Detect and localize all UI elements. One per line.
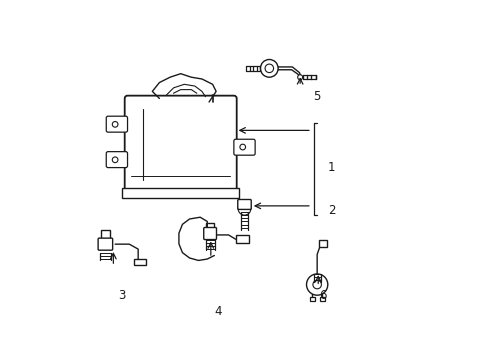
FancyBboxPatch shape: [124, 96, 236, 193]
Bar: [101, 230, 110, 240]
Bar: [320, 297, 325, 301]
FancyBboxPatch shape: [98, 238, 112, 250]
Text: 1: 1: [327, 161, 335, 174]
Circle shape: [112, 157, 118, 163]
Circle shape: [306, 274, 327, 295]
Circle shape: [260, 59, 278, 77]
Bar: [318, 239, 327, 247]
FancyBboxPatch shape: [237, 199, 251, 210]
FancyBboxPatch shape: [233, 139, 255, 155]
Text: 6: 6: [318, 289, 325, 302]
Circle shape: [297, 75, 302, 80]
FancyBboxPatch shape: [106, 152, 127, 168]
Circle shape: [238, 202, 250, 215]
Bar: [134, 259, 146, 265]
Text: 4: 4: [214, 305, 221, 318]
Circle shape: [264, 64, 273, 73]
Bar: [206, 222, 214, 230]
Circle shape: [112, 122, 118, 127]
Bar: [309, 297, 314, 301]
Text: 5: 5: [313, 90, 320, 103]
FancyBboxPatch shape: [203, 228, 216, 239]
Text: 2: 2: [327, 204, 335, 217]
Circle shape: [312, 280, 321, 289]
FancyBboxPatch shape: [106, 116, 127, 132]
Bar: [122, 188, 239, 198]
Circle shape: [240, 144, 245, 150]
Text: 3: 3: [118, 289, 125, 302]
Bar: [235, 235, 248, 243]
